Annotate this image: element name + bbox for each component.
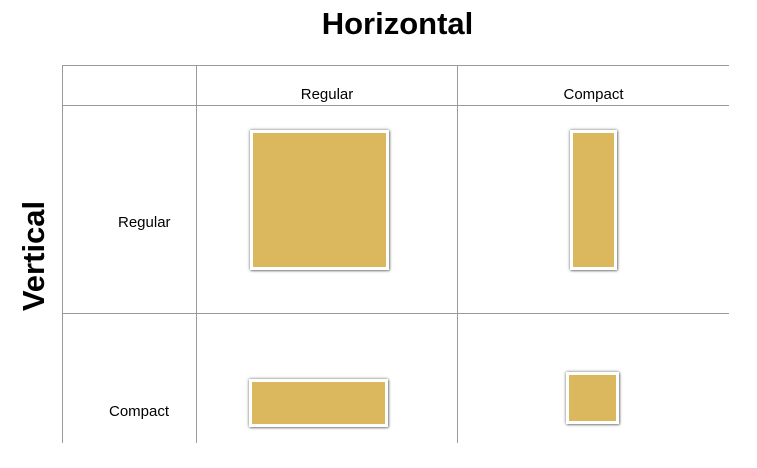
column-header-regular: Regular [300,86,354,103]
grid-line-label-divider [196,65,197,443]
swatch-compact-regular [249,379,388,427]
row-header-compact: Compact [109,403,170,420]
horizontal-axis-title: Horizontal [321,6,474,41]
swatch-compact-compact [566,372,619,424]
row-header-regular: Regular [118,214,171,231]
column-header-compact: Compact [563,86,624,103]
vertical-axis-title: Vertical [16,200,51,312]
grid-line-left [62,65,63,443]
grid-line-top [62,65,729,66]
swatch-regular-compact [570,130,617,270]
grid-line-row-divider [62,313,729,314]
grid-line-column-divider [457,65,458,443]
swatch-regular-regular [250,130,389,270]
grid-line-header-bottom [62,105,729,106]
